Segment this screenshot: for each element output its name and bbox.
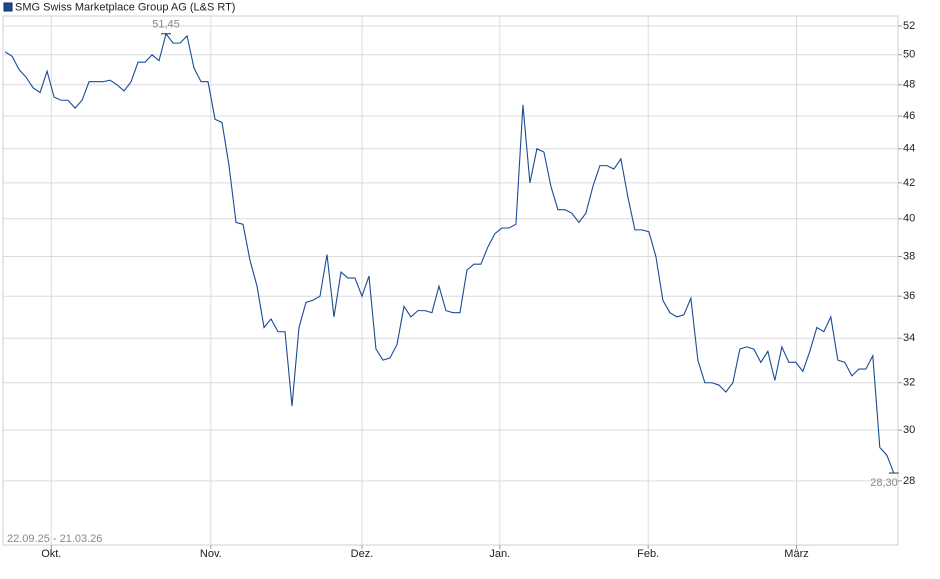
legend-swatch <box>3 2 13 12</box>
x-tick-label: Okt. <box>41 548 61 560</box>
y-tick-label: 50 <box>903 49 915 61</box>
y-tick-label: 40 <box>903 213 915 225</box>
y-tick-label: 34 <box>903 332 915 344</box>
y-tick-label: 46 <box>903 110 915 122</box>
y-tick-label: 38 <box>903 250 915 262</box>
x-tick-label: Nov. <box>200 548 222 560</box>
y-tick-label: 32 <box>903 377 915 389</box>
x-tick-label: Jan. <box>489 548 510 560</box>
x-tick-label: März <box>784 548 808 560</box>
legend-label: SMG Swiss Marketplace Group AG (L&S RT) <box>15 1 235 13</box>
plot-frame <box>2 15 899 546</box>
y-tick-label: 44 <box>903 143 915 155</box>
x-tick-label: Dez. <box>351 548 374 560</box>
x-tick-label: Feb. <box>637 548 659 560</box>
price-line <box>4 32 895 474</box>
value-label: 51,45 <box>152 19 180 31</box>
value-label: 28,30 <box>870 477 898 489</box>
y-tick-label: 30 <box>903 424 915 436</box>
y-tick-label: 52 <box>903 20 915 32</box>
y-tick-label: 48 <box>903 79 915 91</box>
y-tick-label: 28 <box>903 475 915 487</box>
y-tick-label: 36 <box>903 290 915 302</box>
y-tick-label: 42 <box>903 177 915 189</box>
date-range: 22.09.25 - 21.03.26 <box>7 533 102 545</box>
